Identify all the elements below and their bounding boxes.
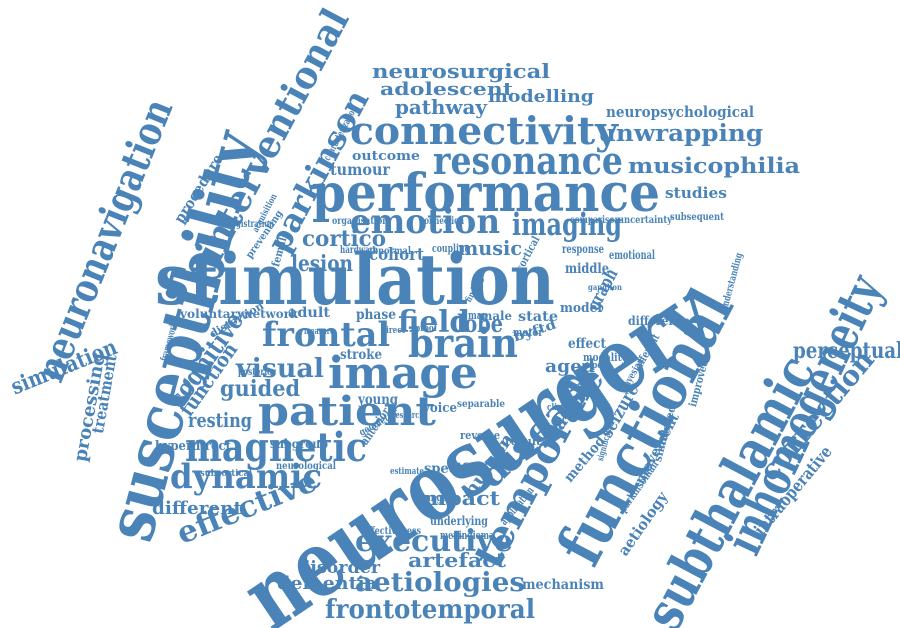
word-frontal: frontal	[262, 315, 390, 355]
word-cohort: cohort	[369, 245, 424, 265]
word-phase: phase	[356, 307, 397, 323]
word-dynamic: dynamic	[170, 457, 323, 497]
word-musicophilia: musicophilia	[628, 153, 801, 178]
word-adolescent: adolescent	[380, 79, 514, 100]
word-separable: separable	[457, 399, 506, 410]
word-mechanism: mechanism	[522, 577, 604, 593]
word-adult: adult	[288, 305, 331, 321]
word-lobe: lobe	[457, 309, 503, 338]
word-stimulation: stimulation	[155, 238, 555, 321]
word-tumour: tumour	[330, 160, 391, 179]
word-organisation: organisation	[332, 216, 388, 227]
word-patient: patient	[258, 388, 436, 435]
word-voluntary: voluntary	[180, 307, 244, 321]
word-perceptual: perceptual	[793, 338, 900, 364]
word-meningioma: meningioma	[440, 529, 494, 542]
word-brain: brain	[408, 320, 518, 367]
word-underlying: underlying	[430, 514, 488, 528]
word-male: male	[480, 309, 512, 323]
word-different: different	[152, 498, 243, 519]
word-artefact: artefact	[408, 548, 506, 572]
word-paper: paper	[582, 361, 607, 371]
word-estimate: estimate	[390, 467, 425, 477]
word-hyperdirect: hyperdirect	[155, 439, 232, 454]
word-impact: impact	[414, 486, 500, 510]
word-subsequent: subsequent	[670, 212, 724, 223]
word-executive: executive	[355, 524, 513, 559]
word-field: field	[398, 305, 471, 340]
word-aetiologies: aetiologies	[355, 568, 526, 598]
word-emotional: emotional	[609, 248, 655, 262]
word-guided: guided	[220, 376, 301, 402]
word-modality: modality	[583, 351, 628, 364]
word-aged: aged	[545, 356, 595, 377]
word-effectiveness: effectiveness	[363, 526, 422, 537]
word-effect: effect	[568, 336, 607, 352]
word-studies: studies	[665, 184, 727, 202]
word-performance: performance	[312, 163, 660, 224]
word-map: map	[468, 309, 489, 322]
word-hardware: hardware	[340, 245, 379, 256]
word-visual: visual	[236, 354, 324, 384]
word-ganglion: ganglion	[588, 282, 622, 292]
word-middle: middle	[565, 261, 610, 277]
word-connection: connection	[420, 216, 464, 227]
word-unwrapping: unwrapping	[598, 120, 764, 147]
word-network: network	[244, 307, 298, 321]
word-change: change	[415, 491, 448, 504]
word-specific: specific	[424, 461, 479, 477]
word-music: music	[458, 236, 523, 260]
word-posterior: posterior	[238, 367, 276, 378]
word-voice: voice	[423, 401, 457, 416]
word-subcortical: subcortical	[200, 469, 252, 479]
word-frontotemporal: frontotemporal	[325, 595, 536, 625]
word-neurosurgical: neurosurgical	[372, 59, 551, 83]
word-proof: proof	[415, 324, 437, 334]
word-uncertainty: uncertainty	[618, 215, 673, 226]
word-reverse: reverse	[460, 429, 501, 442]
word-clinical: clinical	[547, 403, 577, 413]
word-outcome: outcome	[352, 149, 421, 164]
word-magnetic: magnetic	[185, 424, 368, 471]
word-emotion: emotion	[350, 202, 501, 242]
word-resonance: resonance	[433, 138, 624, 183]
word-modelling: modelling	[488, 87, 594, 107]
word-subgroup: subgroup	[270, 437, 328, 451]
word-pathway: pathway	[395, 95, 487, 119]
word-imaging: imaging	[512, 207, 623, 243]
word-motor: motor	[513, 326, 543, 339]
word-resting: resting	[188, 408, 252, 432]
word-direct: direct	[381, 326, 406, 336]
word-lesion: lesion	[291, 251, 353, 277]
word-cortico: cortico	[302, 226, 387, 252]
word-registration: registration	[228, 219, 275, 230]
word-coupling: coupling	[432, 242, 471, 255]
word-model: model	[560, 301, 603, 316]
word-neuropsychological: neuropsychological	[606, 103, 755, 121]
word-connectivity: connectivity	[350, 108, 619, 153]
word-research: research	[392, 411, 425, 421]
word-response: response	[562, 242, 604, 256]
word-young: young	[358, 392, 399, 408]
word-result: result	[505, 435, 541, 448]
word-state: state	[518, 309, 558, 325]
word-dementia: dementia	[277, 573, 378, 594]
word-difference: difference	[628, 314, 691, 328]
word-neurological: neurological	[276, 461, 336, 472]
word-stroke: stroke	[340, 347, 383, 363]
word-disorder: disorder	[298, 558, 381, 578]
word-abnormal: abnormal	[367, 246, 412, 257]
word-comparison: comparison	[570, 215, 621, 226]
word-measure: measure	[304, 327, 335, 337]
word-image: image	[328, 348, 478, 399]
